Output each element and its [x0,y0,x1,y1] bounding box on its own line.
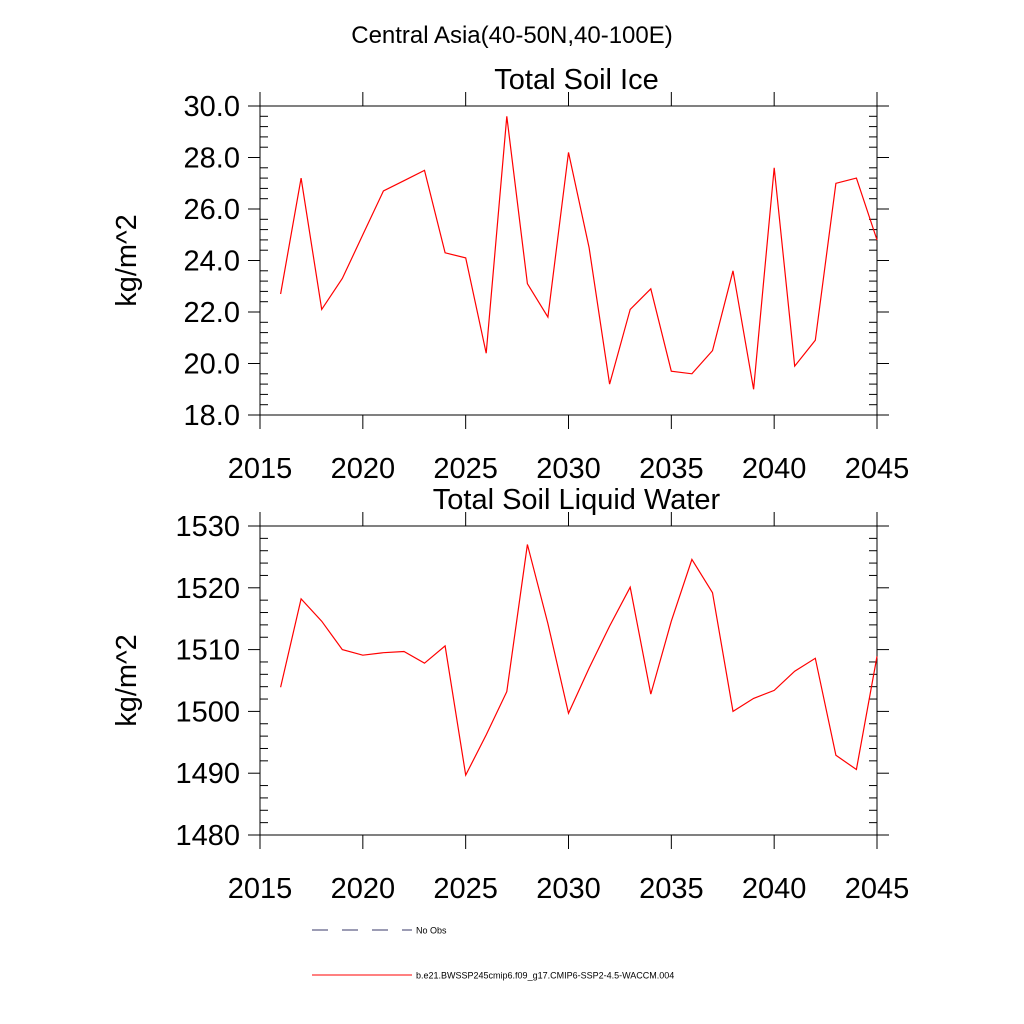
y-tick-label: 22.0 [184,297,240,329]
x-tick-label: 2025 [433,453,498,485]
legend-label-2: b.e21.BWSSP245cmip6.f09_g17.CMIP6-SSP2-4… [416,971,674,981]
x-tick-label: 2020 [331,873,396,905]
x-tick-label: 2035 [639,873,704,905]
y-tick-label: 1500 [175,696,240,728]
legend: No Obs b.e21.BWSSP245cmip6.f09_g17.CMIP6-… [312,926,674,981]
y-tick-label: 18.0 [184,400,240,432]
x-tick-label: 2040 [742,453,807,485]
y-tick-label: 1520 [175,573,240,605]
y-tick-label: 30.0 [184,91,240,123]
series-line-1 [280,544,878,778]
chart-panel-1: Total Soil Ice 2015 2020 2025 2030 2035 2040 20… [111,64,909,485]
y-tick-label: 28.0 [184,143,240,175]
x-tick-label: 2035 [639,453,704,485]
y-axis-label: kg/m^2 [111,634,143,727]
x-tick-label: 2015 [228,873,293,905]
x-tick-label: 2015 [228,453,293,485]
chart-panel-2: Total Soil Liquid Water 2015 2020 2025 2030 2… [111,484,909,905]
y-tick-label: 20.0 [184,349,240,381]
panels: Total Soil Ice 2015 2020 2025 2030 2035 2040 20… [111,64,909,905]
chart-title: Total Soil Ice [494,64,658,96]
figure-main-title: Central Asia(40-50N,40-100E) [351,22,673,49]
chart-title: Total Soil Liquid Water [433,484,721,516]
y-tick-label: 24.0 [184,246,240,278]
x-tick-label: 2040 [742,873,807,905]
x-tick-label: 2020 [331,453,396,485]
x-tick-label: 2045 [845,873,910,905]
series-line-1 [280,116,878,390]
y-axis-label: kg/m^2 [111,214,143,307]
y-tick-label: 1480 [175,820,240,852]
y-tick-label: 1490 [175,758,240,790]
legend-label-1: No Obs [416,926,447,936]
x-tick-label: 2030 [536,873,601,905]
y-tick-label: 1510 [175,635,240,667]
y-tick-label: 1530 [175,511,240,543]
x-tick-label: 2030 [536,453,601,485]
x-tick-label: 2045 [845,453,910,485]
y-tick-label: 26.0 [184,194,240,226]
x-tick-label: 2025 [433,873,498,905]
